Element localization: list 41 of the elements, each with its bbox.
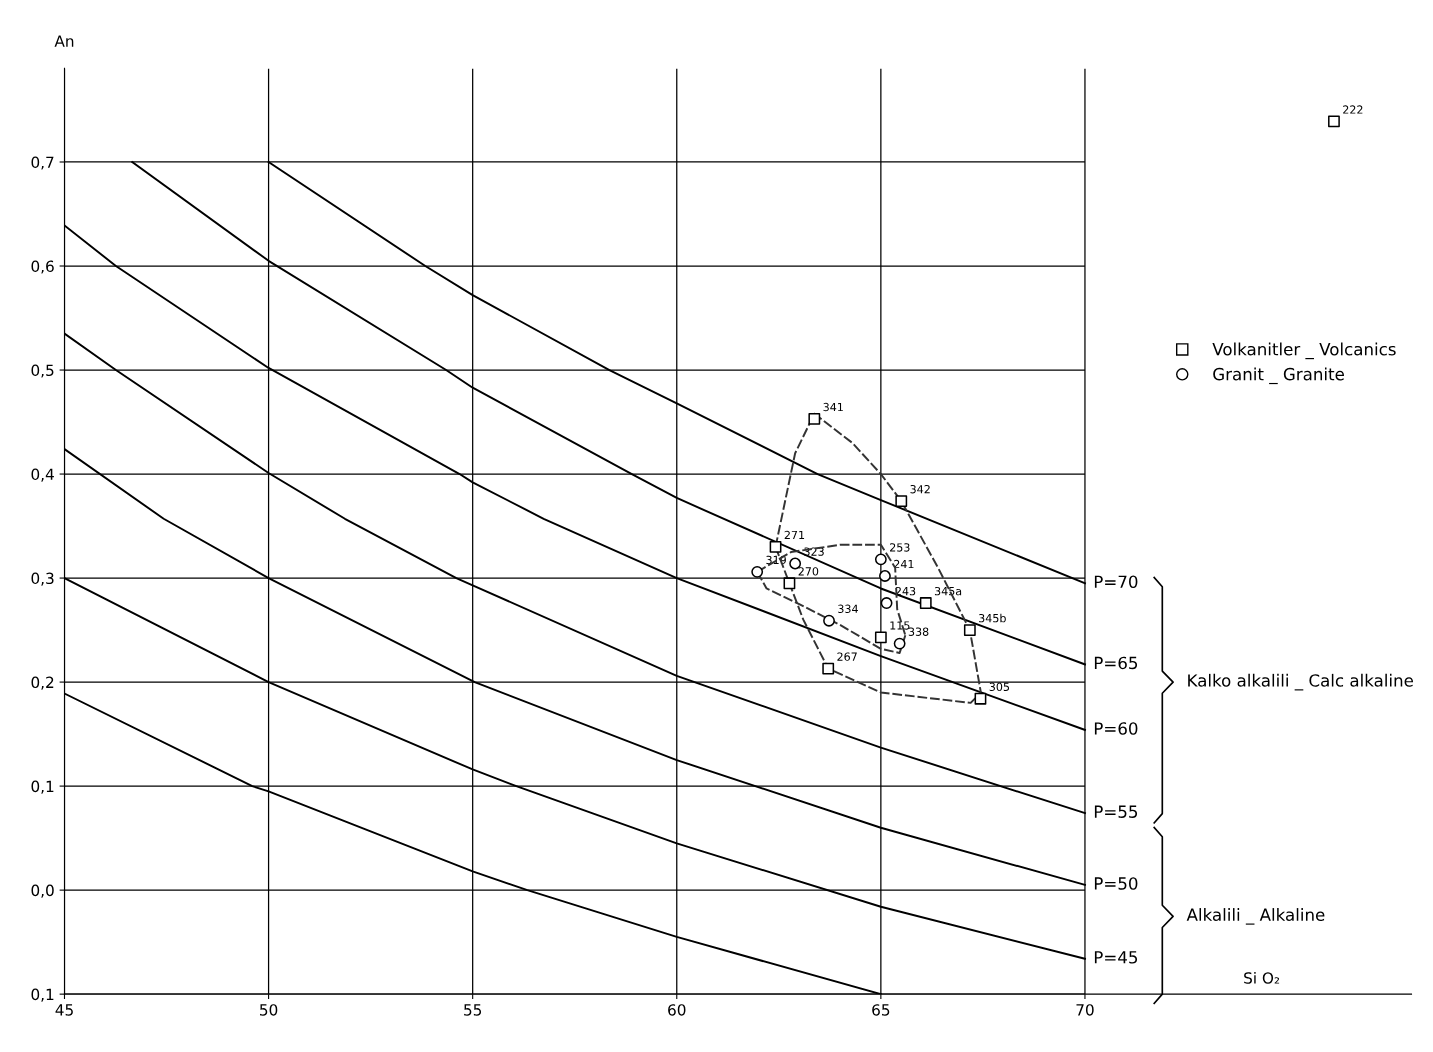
annotation: 267 <box>837 652 857 661</box>
series-label: P=50 <box>1094 877 1138 890</box>
annotation: 253 <box>890 543 910 552</box>
annotation: 345a <box>934 586 962 596</box>
x-tick-label: 65 <box>872 1004 890 1016</box>
y-tick-label: 0,1 <box>31 780 54 794</box>
x-tick-label: 55 <box>464 1004 482 1016</box>
x-tick-label: 60 <box>668 1004 686 1016</box>
series-label: P=65 <box>1094 656 1138 670</box>
annotation: 222 <box>1343 105 1363 114</box>
annotation: Kalko alkalili _ Calc alkaline <box>1188 673 1413 691</box>
annotation: 305 <box>989 682 1010 692</box>
annotation: Alkalili _ Alkaline <box>1186 908 1325 925</box>
y-tick-label: 0,5 <box>31 364 54 378</box>
y-tick-label: 0,6 <box>31 260 54 274</box>
annotation: 345b <box>979 613 1006 623</box>
y-tick-label: 0,3 <box>31 572 54 586</box>
y-tick-label: 0,1 <box>31 988 54 1002</box>
series-label: P=45 <box>1094 951 1138 964</box>
annotation: 115 <box>890 621 910 630</box>
series-label: P=70 <box>1094 575 1138 589</box>
legend-label: Granit _ Granite <box>1213 367 1344 385</box>
x-tick-label: 70 <box>1076 1004 1094 1016</box>
y-tick-label: 0,4 <box>31 468 54 482</box>
x-axis-title: Si O₂ <box>1244 971 1280 984</box>
series-label: P=60 <box>1094 722 1138 735</box>
annotation: 338 <box>908 627 929 636</box>
x-tick-label: 45 <box>55 1004 73 1016</box>
annotation: 270 <box>798 567 819 576</box>
annotation: 341 <box>823 402 843 412</box>
x-tick-label: 50 <box>260 1004 278 1016</box>
annotation: 271 <box>784 530 805 539</box>
y-tick-label: 0,0 <box>31 884 54 898</box>
annotation: 334 <box>838 604 858 614</box>
y-axis-title: An <box>54 35 74 47</box>
y-tick-label: 0,7 <box>31 156 54 170</box>
y-tick-label: 0,2 <box>31 676 54 690</box>
annotation: 342 <box>910 484 930 494</box>
annotation: 241 <box>894 559 914 569</box>
series-label: P=55 <box>1094 805 1138 818</box>
legend-label: Volkanitler _ Volcanics <box>1212 342 1396 360</box>
